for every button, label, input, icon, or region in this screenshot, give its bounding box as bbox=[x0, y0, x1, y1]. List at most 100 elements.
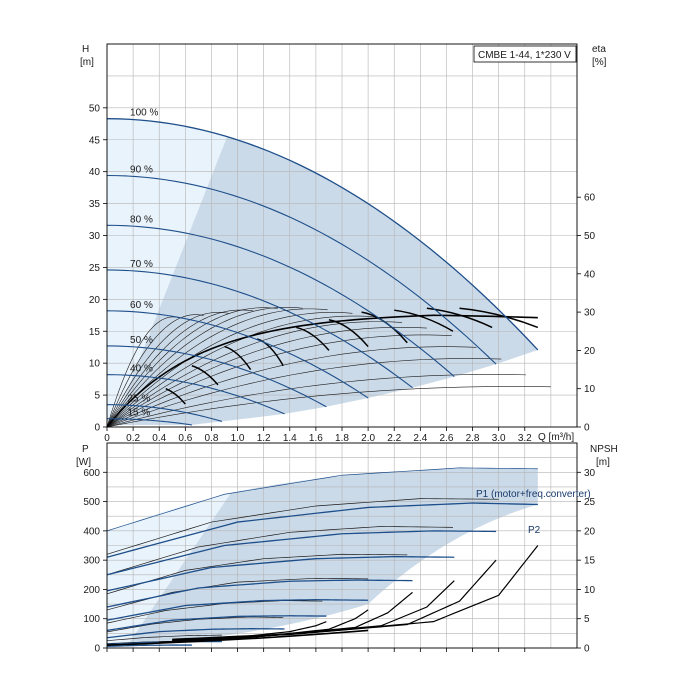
head-curve bbox=[106, 404, 223, 422]
p1-series-label: P1 (motor+freq.converter) bbox=[476, 489, 591, 500]
operating-area bbox=[113, 136, 538, 426]
y2-axis-unit-eta: [%] bbox=[592, 57, 607, 68]
p2-power-curve bbox=[106, 599, 369, 621]
x-tick-label: 0 bbox=[104, 433, 110, 444]
y-axis-unit-h: [m] bbox=[80, 57, 94, 68]
npsh-tick-label: 5 bbox=[584, 614, 590, 625]
efficiency-curve bbox=[106, 309, 254, 428]
x-tick-label: 2.6 bbox=[439, 433, 453, 444]
p1-power-curve bbox=[106, 634, 222, 642]
efficiency-curve-segment bbox=[165, 388, 186, 405]
y-tick-label: 0 bbox=[94, 423, 100, 434]
y2-axis-label-eta: eta bbox=[592, 44, 606, 55]
p2-power-curve bbox=[106, 579, 413, 608]
title-box-text: CMBE 1-44, 1*230 V bbox=[478, 50, 571, 61]
head-curve bbox=[106, 345, 327, 408]
p-tick-label: 400 bbox=[83, 526, 100, 537]
p1-power-curve bbox=[106, 498, 499, 555]
p-tick-label: 300 bbox=[83, 556, 100, 567]
y2-tick-label: 10 bbox=[584, 384, 596, 395]
p1-power-curve bbox=[106, 467, 538, 532]
y-tick-label: 20 bbox=[89, 295, 101, 306]
efficiency-curve bbox=[106, 386, 551, 428]
p-tick-label: 100 bbox=[83, 614, 100, 625]
y-tick-label: 25 bbox=[89, 263, 101, 274]
efficiency-curve-segment bbox=[224, 345, 252, 370]
head-curve bbox=[106, 418, 192, 426]
x-tick-label: 3.0 bbox=[492, 433, 506, 444]
head-curve bbox=[106, 374, 285, 415]
y-axis-label-h: H bbox=[82, 44, 89, 55]
x-axis-label-q: Q [m³/h] bbox=[538, 432, 574, 443]
y-tick-label: 35 bbox=[89, 199, 101, 210]
p-tick-label: 600 bbox=[83, 468, 100, 479]
head-curve-label: 40 % bbox=[130, 364, 153, 375]
x-tick-label: 0.8 bbox=[204, 433, 218, 444]
y2-tick-label: 40 bbox=[584, 269, 596, 280]
y-tick-label: 30 bbox=[89, 231, 101, 242]
efficiency-curve bbox=[106, 314, 204, 428]
npsh-tick-label: 10 bbox=[584, 585, 596, 596]
p1-power-curve bbox=[106, 526, 453, 576]
y2-axis-unit-npsh: [m] bbox=[596, 457, 610, 468]
x-tick-label: 2.0 bbox=[361, 433, 375, 444]
power-operating-area bbox=[126, 468, 538, 647]
x-tick-label: 1.0 bbox=[231, 433, 245, 444]
efficiency-curve-segment bbox=[328, 319, 369, 348]
y2-tick-label: 50 bbox=[584, 231, 596, 242]
npsh-tick-label: 20 bbox=[584, 526, 596, 537]
efficiency-curve bbox=[106, 321, 403, 428]
p2-power-curve bbox=[106, 628, 285, 639]
y2-tick-label: 20 bbox=[584, 346, 596, 357]
efficiency-curve bbox=[106, 312, 229, 428]
efficiency-curve bbox=[106, 374, 527, 428]
x-tick-label: 1.8 bbox=[335, 433, 349, 444]
y-tick-label: 40 bbox=[89, 167, 101, 178]
npsh-tick-label: 15 bbox=[584, 556, 596, 567]
efficiency-curve-segment bbox=[426, 307, 493, 329]
efficiency-curve bbox=[106, 346, 477, 428]
p2-power-curve bbox=[106, 530, 497, 576]
p-tick-label: 500 bbox=[83, 497, 100, 508]
head-curve-label: 80 % bbox=[130, 214, 153, 225]
p1-power-curve bbox=[106, 553, 408, 595]
x-tick-label: 1.2 bbox=[257, 433, 271, 444]
y-axis-label-p: P bbox=[82, 444, 89, 455]
efficiency-curve bbox=[106, 316, 179, 428]
y2-axis-label-npsh: NPSH bbox=[590, 444, 618, 455]
x-tick-label: 0.6 bbox=[178, 433, 192, 444]
head-curve bbox=[106, 118, 539, 351]
head-curve bbox=[106, 224, 455, 377]
efficiency-curve-segment bbox=[256, 338, 284, 367]
efficiency-curve-segment bbox=[459, 307, 539, 329]
power-npsh-panel: 0 100 200 300 400 500 600 0 5 10 15 20 25 30 bbox=[83, 442, 596, 655]
x-tick-label: 0.4 bbox=[152, 433, 166, 444]
head-efficiency-panel: 100 % 90 % 80 % 70 % 60 % 50 % 40 % 25 % 15 % 0 0.… bbox=[89, 43, 596, 444]
y-tick-label: 15 bbox=[89, 327, 101, 338]
x-tick-label: 2.2 bbox=[387, 433, 401, 444]
head-curve-label: 90 % bbox=[130, 164, 153, 175]
y2-tick-label: 30 bbox=[584, 308, 596, 319]
efficiency-curve-segment bbox=[394, 309, 454, 332]
head-curve-label: 15 % bbox=[127, 408, 150, 419]
npsh-tick-label: 25 bbox=[584, 497, 596, 508]
head-curve-label: 70 % bbox=[130, 259, 153, 270]
npsh-tick-label: 30 bbox=[584, 468, 596, 479]
head-curve bbox=[106, 174, 497, 365]
p2-power-curve bbox=[106, 502, 538, 558]
head-curve-label: 50 % bbox=[130, 335, 153, 346]
x-tick-label: 1.6 bbox=[309, 433, 323, 444]
y-axis-unit-p: [W] bbox=[76, 457, 91, 468]
efficiency-curve bbox=[106, 307, 279, 428]
npsh-base-curve bbox=[106, 629, 369, 646]
p2-power-curve bbox=[106, 555, 455, 592]
head-curve-label: 60 % bbox=[130, 300, 153, 311]
p2-series-label: P2 bbox=[528, 525, 541, 536]
p2-power-curve bbox=[106, 615, 327, 632]
head-curve-label: 25 % bbox=[127, 394, 150, 405]
y-tick-label: 5 bbox=[94, 391, 100, 402]
npsh-curve bbox=[159, 621, 327, 643]
p-tick-label: 200 bbox=[83, 585, 100, 596]
y-tick-label: 50 bbox=[89, 103, 101, 114]
